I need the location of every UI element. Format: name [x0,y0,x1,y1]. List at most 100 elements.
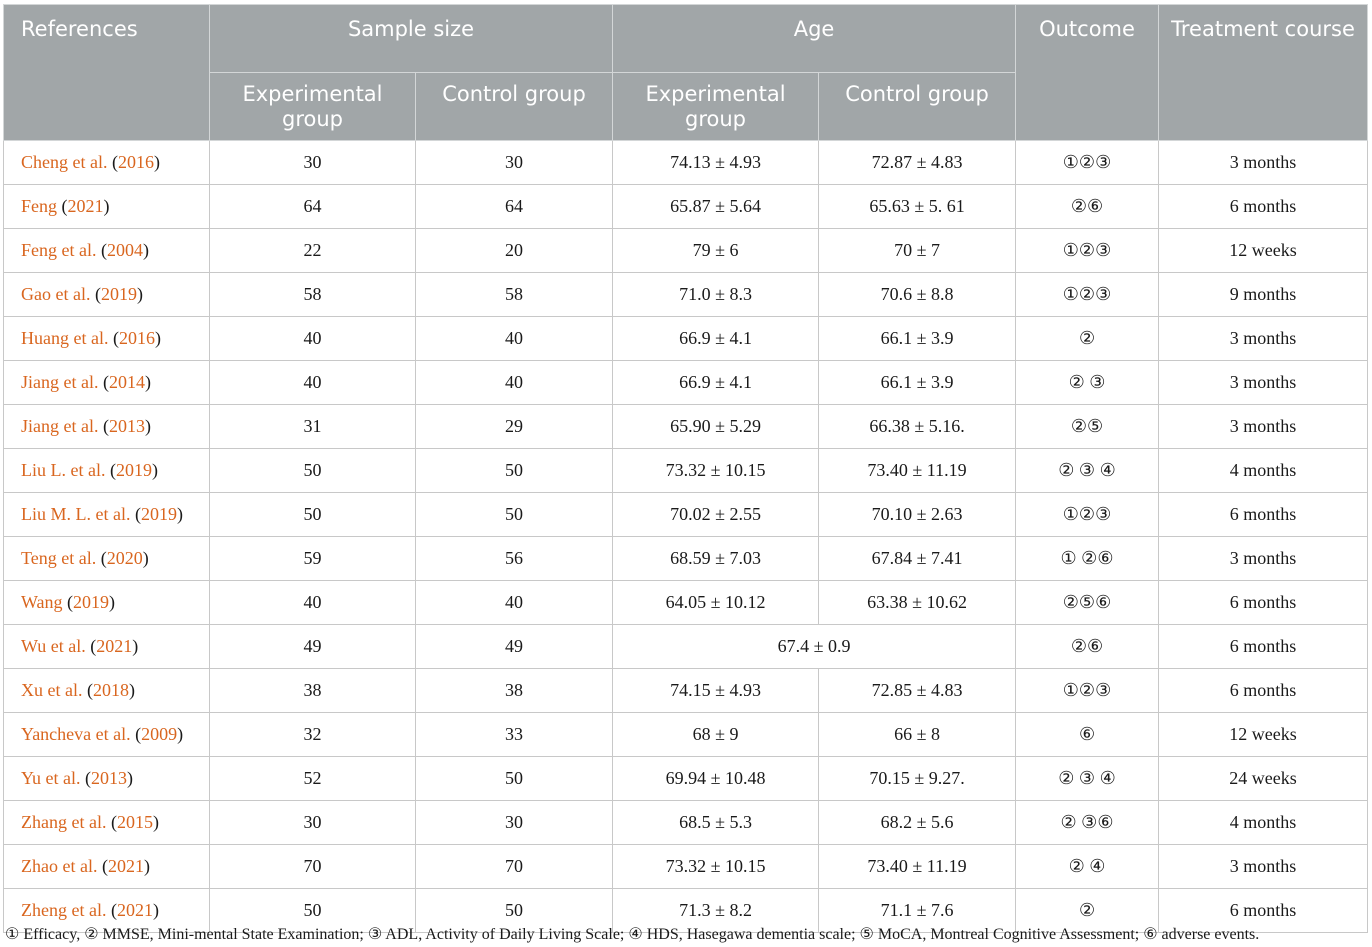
reference-year-link[interactable]: 2021 [96,636,133,656]
reference-cell: Xu et al. (2018) [3,668,210,713]
treatment-course-cell: 3 months [1158,536,1369,581]
reference-year-link[interactable]: 2020 [106,548,143,568]
reference-author-link[interactable]: Zhang et al. [21,812,107,832]
reference-year-link[interactable]: 2019 [73,592,110,612]
treatment-course-cell: 6 months [1158,624,1369,669]
sample-control-cell: 29 [414,404,614,449]
age-control-cell: 73.40 ± 11.19 [818,448,1017,493]
sample-control-cell: 56 [414,536,614,581]
age-control-cell: 71.1 ± 7.6 [818,888,1017,933]
header-row-top: References Sample size Age Outcome Treat… [3,4,1369,141]
age-control-cell: 66.1 ± 3.9 [818,316,1017,361]
reference-author-link[interactable]: Liu M. L. et al. [21,504,131,524]
reference-author-link[interactable]: Xu et al. [21,680,83,700]
table-row: Zhao et al. (2021) 70 70 73.32 ± 10.15 73.40… [3,844,1369,889]
reference-year-link[interactable]: 2019 [100,284,137,304]
treatment-course-cell: 6 months [1158,184,1369,229]
sample-experimental-cell: 64 [209,184,416,229]
reference-author-link[interactable]: Zhao et al. [21,856,98,876]
reference-year-link[interactable]: 2021 [67,196,104,216]
outcome-cell: ②⑤⑥ [1015,580,1160,625]
age-control-cell: 68.2 ± 5.6 [818,800,1017,845]
sample-control-cell: 20 [414,228,614,273]
header-treatment-course: Treatment course [1158,4,1369,141]
sample-experimental-cell: 50 [209,448,416,493]
age-experimental-cell: 64.05 ± 10.12 [612,580,820,625]
reference-author-link[interactable]: Teng et al. [21,548,97,568]
reference-year-link[interactable]: 2016 [118,328,155,348]
sample-control-cell: 58 [414,272,614,317]
sample-control-cell: 70 [414,844,614,889]
reference-author-link[interactable]: Jiang et al. [21,416,99,436]
reference-author-link[interactable]: Feng et al. [21,240,97,260]
reference-cell: Cheng et al. (2016) [3,140,210,185]
sample-control-cell: 40 [414,580,614,625]
reference-author-link[interactable]: Yu et al. [21,768,81,788]
reference-author-link[interactable]: Gao et al. [21,284,91,304]
sample-experimental-cell: 40 [209,580,416,625]
reference-author-link[interactable]: Cheng et al. [21,152,108,172]
reference-year-link[interactable]: 2013 [90,768,127,788]
age-experimental-cell: 68 ± 9 [612,712,820,757]
sample-experimental-cell: 30 [209,140,416,185]
header-age-experimental: Experimental group [612,72,820,141]
reference-year-link[interactable]: 2004 [106,240,143,260]
treatment-course-cell: 4 months [1158,448,1369,493]
outcome-cell: ①②③ [1015,228,1160,273]
reference-cell: Yu et al. (2013) [3,756,210,801]
age-experimental-cell: 73.32 ± 10.15 [612,844,820,889]
table-row: Feng (2021) 64 64 65.87 ± 5.64 65.63 ± 5. 61… [3,184,1369,229]
reference-cell: Zhang et al. (2015) [3,800,210,845]
reference-author-link[interactable]: Liu L. et al. [21,460,106,480]
reference-author-link[interactable]: Jiang et al. [21,372,99,392]
reference-author-link[interactable]: Wang [21,592,63,612]
table-row: Wu et al. (2021) 49 49 67.4 ± 0.9 ②⑥ 6 months [3,624,1369,669]
reference-author-link[interactable]: Zheng et al. [21,900,107,920]
outcome-cell: ②⑤ [1015,404,1160,449]
table-row: Feng et al. (2004) 22 20 79 ± 6 70 ± 7 ①②③ 12 … [3,228,1369,273]
reference-cell: Zheng et al. (2021) [3,888,210,933]
table-row: Liu L. et al. (2019) 50 50 73.32 ± 10.15 73.… [3,448,1369,493]
treatment-course-cell: 6 months [1158,888,1369,933]
reference-year-link[interactable]: 2015 [116,812,153,832]
reference-author-link[interactable]: Huang et al. [21,328,109,348]
reference-year-link[interactable]: 2019 [115,460,152,480]
reference-cell: Jiang et al. (2013) [3,404,210,449]
header-age-control: Control group [818,72,1017,141]
age-experimental-cell: 65.90 ± 5.29 [612,404,820,449]
reference-year-link[interactable]: 2018 [92,680,129,700]
sample-experimental-cell: 50 [209,492,416,537]
reference-author-link[interactable]: Wu et al. [21,636,86,656]
reference-year-link[interactable]: 2014 [108,372,145,392]
reference-cell: Liu L. et al. (2019) [3,448,210,493]
reference-year-link[interactable]: 2016 [117,152,154,172]
table-row: Huang et al. (2016) 40 40 66.9 ± 4.1 66.1 ± … [3,316,1369,361]
reference-author-link[interactable]: Yancheva et al. [21,724,131,744]
reference-cell: Yancheva et al. (2009) [3,712,210,757]
age-experimental-cell: 66.9 ± 4.1 [612,316,820,361]
reference-author-link[interactable]: Feng [21,196,57,216]
treatment-course-cell: 6 months [1158,492,1369,537]
reference-year-link[interactable]: 2009 [141,724,178,744]
reference-year-link[interactable]: 2019 [140,504,177,524]
treatment-course-cell: 24 weeks [1158,756,1369,801]
reference-year-link[interactable]: 2021 [116,900,153,920]
reference-cell: Wang (2019) [3,580,210,625]
sample-control-cell: 50 [414,492,614,537]
age-experimental-cell: 71.0 ± 8.3 [612,272,820,317]
header-age: Age [612,4,1017,73]
outcome-cell: ①②③ [1015,272,1160,317]
table-row: Teng et al. (2020) 59 56 68.59 ± 7.03 67.84 … [3,536,1369,581]
age-control-cell: 70 ± 7 [818,228,1017,273]
age-experimental-cell: 71.3 ± 8.2 [612,888,820,933]
reference-year-link[interactable]: 2021 [107,856,144,876]
age-control-cell: 67.84 ± 7.41 [818,536,1017,581]
treatment-course-cell: 6 months [1158,580,1369,625]
outcome-cell: ② [1015,888,1160,933]
treatment-course-cell: 12 weeks [1158,712,1369,757]
table-row: Jiang et al. (2013) 31 29 65.90 ± 5.29 66.38… [3,404,1369,449]
reference-year-link[interactable]: 2013 [108,416,145,436]
outcome-cell: ② [1015,316,1160,361]
outcome-cell: ①②③ [1015,140,1160,185]
